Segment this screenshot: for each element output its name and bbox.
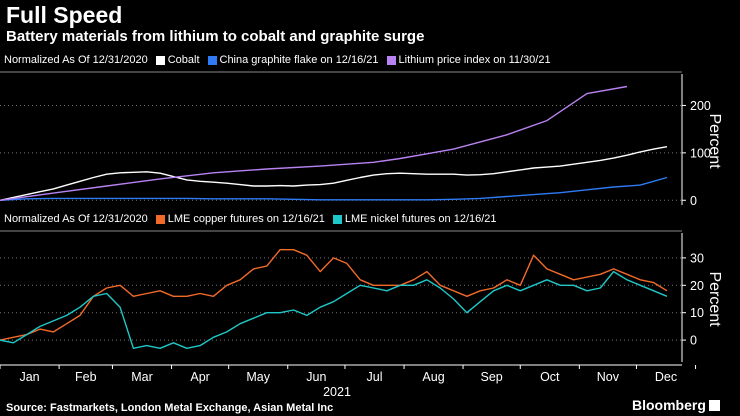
y-axis-title-bottom: Percent [706, 271, 723, 327]
legend-swatch-graphite [207, 56, 217, 65]
source-note: Source: Fastmarkets, London Metal Exchan… [6, 402, 334, 414]
x-tick-label-nov: Nov [597, 370, 620, 384]
series-line-lme-copper-futures [0, 249, 668, 341]
x-axis: Jan Feb Mar Apr May Jun Jul Aug Sep Oct Nov Dec 2021 [0, 364, 697, 399]
y-tick-label-top-200: 200 [690, 99, 711, 113]
y-tick-label-bottom-20: 20 [690, 279, 704, 293]
x-tick-label-aug: Aug [422, 370, 444, 384]
legend-label-lithium: Lithium price index on 11/30/21 [398, 54, 551, 66]
y-axis-title-top: Percent [706, 113, 723, 169]
chart-title: Full Speed [6, 2, 123, 28]
series-line-lme-nickel-futures [0, 270, 668, 349]
x-tick-label-feb: Feb [75, 370, 97, 384]
legend-bottom: Normalized As Of 12/31/2020 LME copper f… [4, 212, 497, 227]
series-line-cobalt [0, 146, 668, 201]
series-line-china-graphite-flake [0, 176, 668, 201]
x-tick-label-mar: Mar [131, 370, 153, 384]
x-tick-label-jul: Jul [367, 370, 383, 384]
x-tick-label-may: May [246, 370, 270, 384]
y-tick-label-bottom-0: 0 [690, 334, 697, 348]
y-tick-label-bottom-30: 30 [690, 251, 704, 265]
x-tick-label-dec: Dec [655, 370, 677, 384]
legend-label-graphite: China graphite flake on 12/16/21 [219, 54, 379, 66]
bloomberg-logo-text: Bloomberg [632, 397, 706, 413]
legend-label-copper: LME copper futures on 12/16/21 [167, 213, 325, 225]
y-tick-label-top-100: 100 [690, 146, 711, 160]
x-tick-label-sep: Sep [481, 370, 503, 384]
x-tick-label-apr: Apr [190, 370, 209, 384]
series-line-lithium-price-index [0, 85, 628, 201]
x-tick-label-jun: Jun [306, 370, 326, 384]
legend-label-cobalt: Cobalt [167, 54, 200, 66]
legend-label-nickel: LME nickel futures on 12/16/21 [344, 213, 497, 225]
legend-swatch-copper [155, 215, 165, 224]
bloomberg-logo-square-icon [708, 399, 720, 411]
legend-top-prefix: Normalized As Of 12/31/2020 [4, 54, 148, 66]
legend-top: Normalized As Of 12/31/2020 Cobalt China… [4, 53, 551, 68]
x-tick-label-jan: Jan [19, 370, 39, 384]
x-axis-year-label: 2021 [323, 385, 351, 399]
legend-swatch-nickel [332, 215, 342, 224]
legend-bottom-prefix: Normalized As Of 12/31/2020 [4, 213, 148, 225]
y-tick-label-bottom-10: 10 [690, 306, 704, 320]
y-tick-label-top-0: 0 [690, 194, 697, 208]
chart-subtitle: Battery materials from lithium to cobalt… [6, 28, 425, 45]
legend-swatch-lithium [386, 56, 396, 65]
bloomberg-logo: Bloomberg [632, 397, 720, 413]
legend-swatch-cobalt [155, 56, 165, 65]
x-tick-label-oct: Oct [540, 370, 560, 384]
